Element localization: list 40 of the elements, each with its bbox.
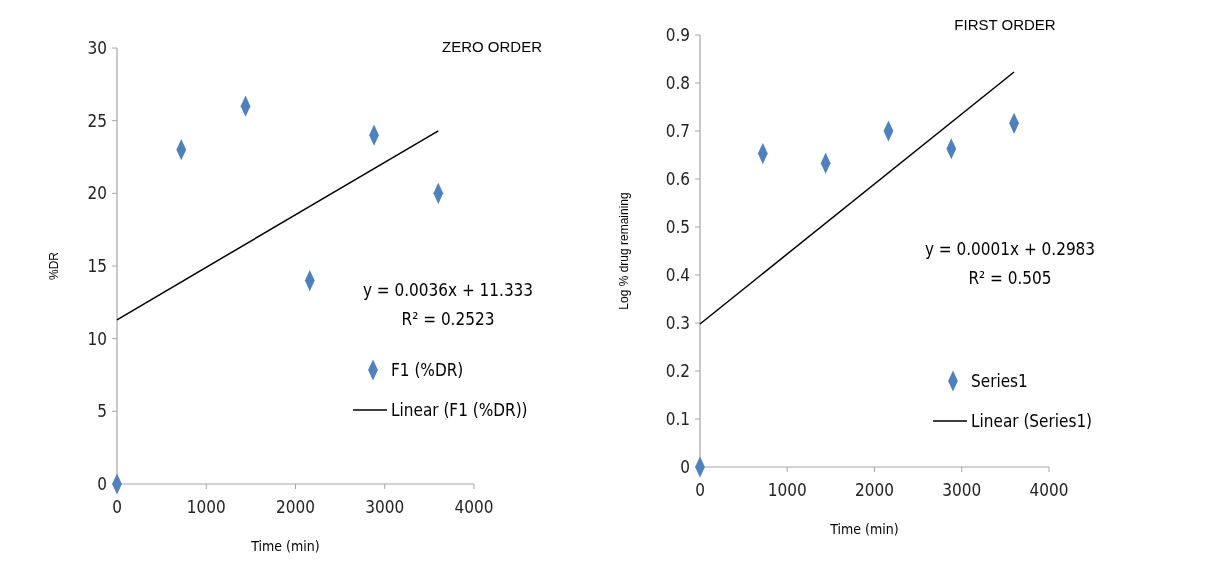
x-tick-label: 2000	[276, 497, 315, 517]
x-tick-label: 3000	[942, 480, 982, 500]
legend-label: Series1	[971, 370, 1028, 391]
x-tick-label: 1000	[186, 497, 226, 517]
y-tick-label: 0	[680, 456, 690, 477]
y-tick-label: 10	[87, 328, 107, 349]
x-tick-label: 1000	[767, 480, 807, 500]
y-tick-label: 0.5	[665, 216, 690, 237]
y-axis-title: Log % drug remaining	[617, 192, 631, 310]
legend-label: F1 (%DR)	[391, 359, 464, 380]
x-axis-title: Time (min)	[250, 538, 320, 554]
annotation: y = 0.0001x + 0.2983	[924, 239, 1096, 259]
y-axis-title: %DR	[47, 251, 61, 281]
legend-label: Linear (Series1)	[971, 410, 1093, 431]
y-tick-label: 0.6	[665, 168, 690, 189]
y-tick-label: 30	[87, 37, 107, 58]
x-tick-label: 3000	[365, 497, 405, 517]
x-tick-label: 0	[112, 497, 122, 517]
legend-label: Linear (F1 (%DR))	[391, 399, 528, 420]
annotation: R² = 0.505	[968, 268, 1052, 288]
y-tick-label: 0.4	[665, 264, 690, 285]
annotation: y = 0.0036x + 11.333	[362, 280, 534, 300]
annotation: R² = 0.2523	[401, 309, 495, 329]
x-tick-label: 2000	[855, 480, 894, 500]
x-axis-title: Time (min)	[829, 521, 899, 537]
y-tick-label: 0.2	[665, 360, 690, 381]
y-tick-label: 20	[87, 183, 107, 204]
chart-title: ZERO ORDER	[441, 38, 543, 55]
y-tick-label: 25	[87, 110, 107, 131]
chart-title: FIRST ORDER	[954, 16, 1056, 33]
y-tick-label: 5	[97, 401, 107, 422]
x-tick-label: 4000	[1029, 480, 1069, 500]
y-tick-label: 15	[87, 255, 107, 276]
x-tick-label: 4000	[454, 497, 494, 517]
y-tick-label: 0.1	[665, 408, 690, 429]
y-tick-label: 0.9	[665, 24, 690, 45]
x-tick-label: 0	[695, 480, 705, 500]
y-tick-label: 0.8	[665, 72, 690, 93]
y-tick-label: 0.7	[665, 120, 690, 141]
y-tick-label: 0.3	[665, 312, 690, 333]
